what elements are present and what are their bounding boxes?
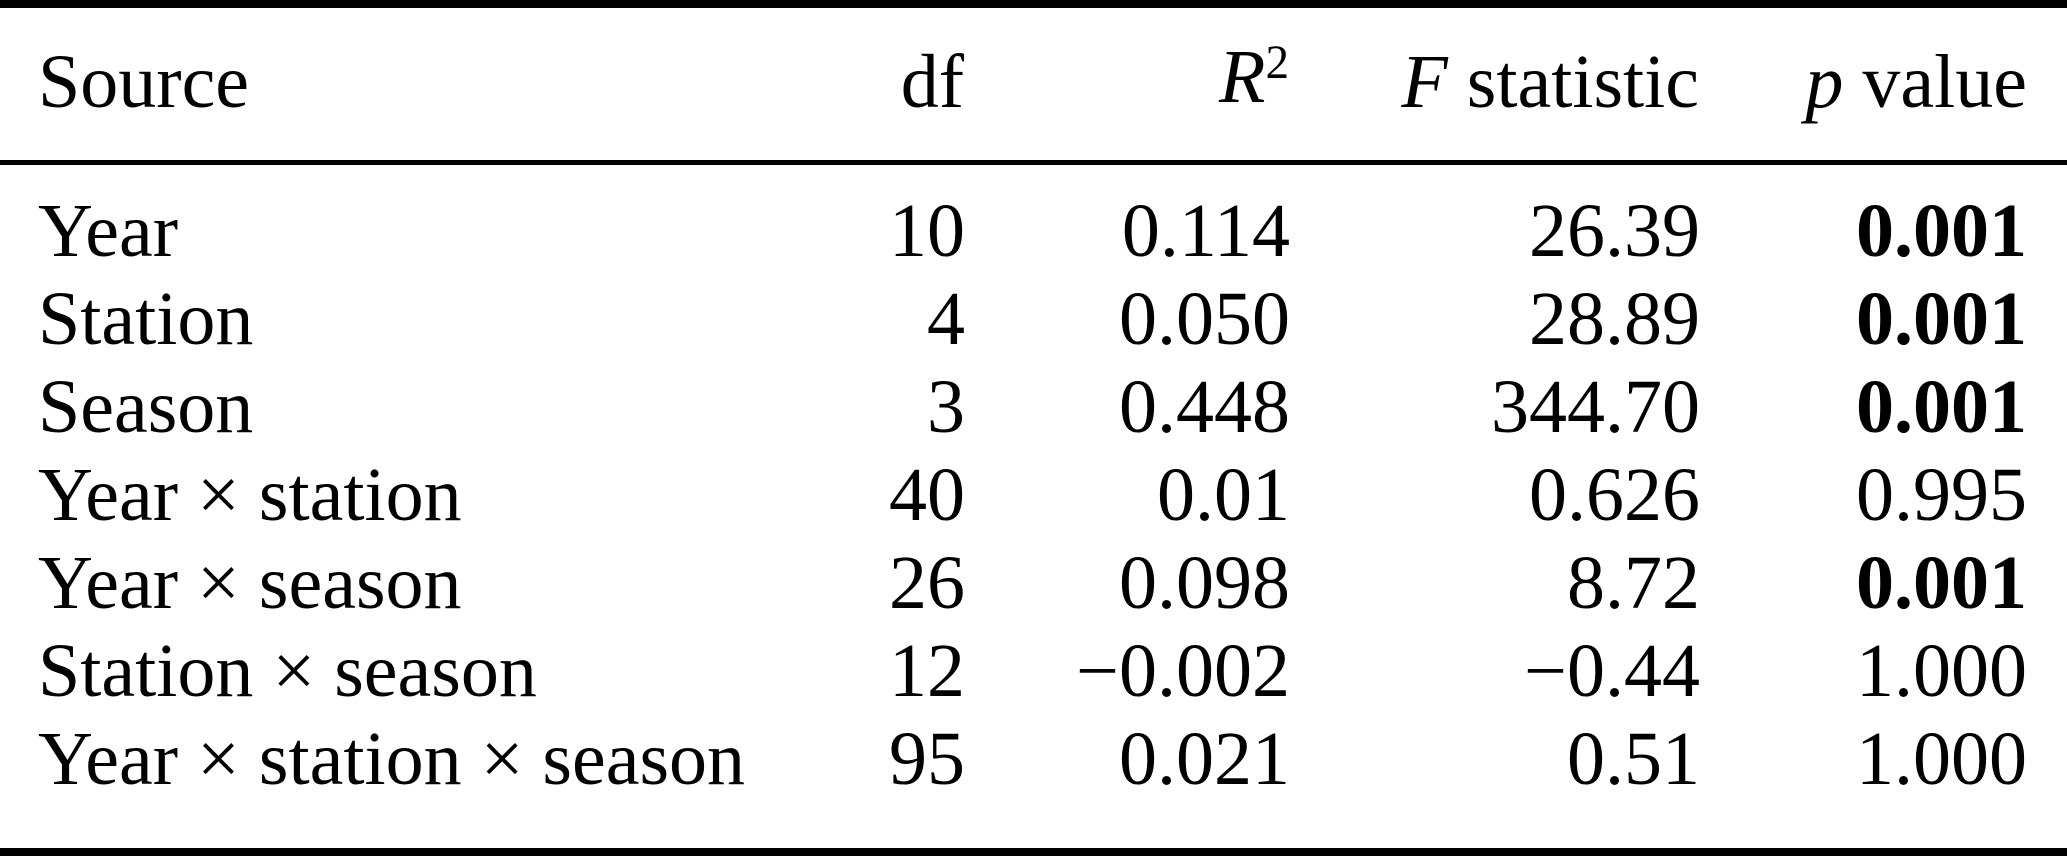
cell-df: 95 [889, 717, 965, 801]
cell-f-statistic: 26.39 [1529, 189, 1700, 273]
cell-p-value: 0.995 [1856, 453, 2027, 537]
cell-r-squared: 0.01 [1157, 453, 1290, 537]
table-row: Year × station × season 95 0.021 0.51 1.… [0, 715, 2067, 852]
cell-f-statistic: 28.89 [1529, 277, 1700, 361]
cell-p-value: 1.000 [1856, 717, 2027, 801]
cell-df: 40 [889, 453, 965, 537]
table-row: Year 10 0.114 26.39 0.001 [0, 163, 2067, 276]
cell-df: 10 [889, 189, 965, 273]
cell-source: Station × season [38, 629, 537, 713]
table-row: Season 3 0.448 344.70 0.001 [0, 363, 2067, 451]
cell-r-squared: 0.050 [1119, 277, 1290, 361]
table-row: Station 4 0.050 28.89 0.001 [0, 275, 2067, 363]
col-header-source: Source [0, 4, 700, 165]
cell-f-statistic: 0.51 [1567, 717, 1700, 801]
col-header-df: df [700, 4, 965, 165]
header-row: Source df R2 F statistic p value [0, 4, 2067, 165]
cell-p-value: 0.001 [1856, 541, 2027, 625]
cell-r-squared: 0.114 [1121, 189, 1290, 273]
table-row: Year × station 40 0.01 0.626 0.995 [0, 451, 2067, 539]
table-row: Station × season 12 −0.002 −0.44 1.000 [0, 627, 2067, 715]
cell-r-squared: −0.002 [1076, 629, 1290, 713]
col-header-p-value: p value [1700, 4, 2067, 165]
cell-df: 26 [889, 541, 965, 625]
cell-f-statistic: 8.72 [1567, 541, 1700, 625]
cell-source: Year × station × season [38, 717, 746, 801]
cell-f-statistic: 0.626 [1529, 453, 1700, 537]
cell-source: Station [38, 277, 254, 361]
cell-p-value: 0.001 [1856, 365, 2027, 449]
cell-r-squared: 0.098 [1119, 541, 1290, 625]
cell-p-value: 0.001 [1856, 277, 2027, 361]
col-header-f-statistic: F statistic [1290, 4, 1700, 165]
cell-source: Year × season [38, 541, 462, 625]
cell-df: 3 [927, 365, 965, 449]
cell-source: Season [38, 365, 254, 449]
cell-df: 12 [889, 629, 965, 713]
cell-f-statistic: −0.44 [1524, 629, 1700, 713]
cell-p-value: 0.001 [1856, 189, 2027, 273]
cell-df: 4 [927, 277, 965, 361]
cell-r-squared: 0.021 [1119, 717, 1290, 801]
cell-source: Year × station [38, 453, 462, 537]
cell-source: Year [38, 189, 179, 273]
cell-p-value: 1.000 [1856, 629, 2027, 713]
table-row: Year × season 26 0.098 8.72 0.001 [0, 539, 2067, 627]
cell-r-squared: 0.448 [1119, 365, 1290, 449]
col-header-r-squared: R2 [965, 4, 1290, 165]
cell-f-statistic: 344.70 [1491, 365, 1700, 449]
